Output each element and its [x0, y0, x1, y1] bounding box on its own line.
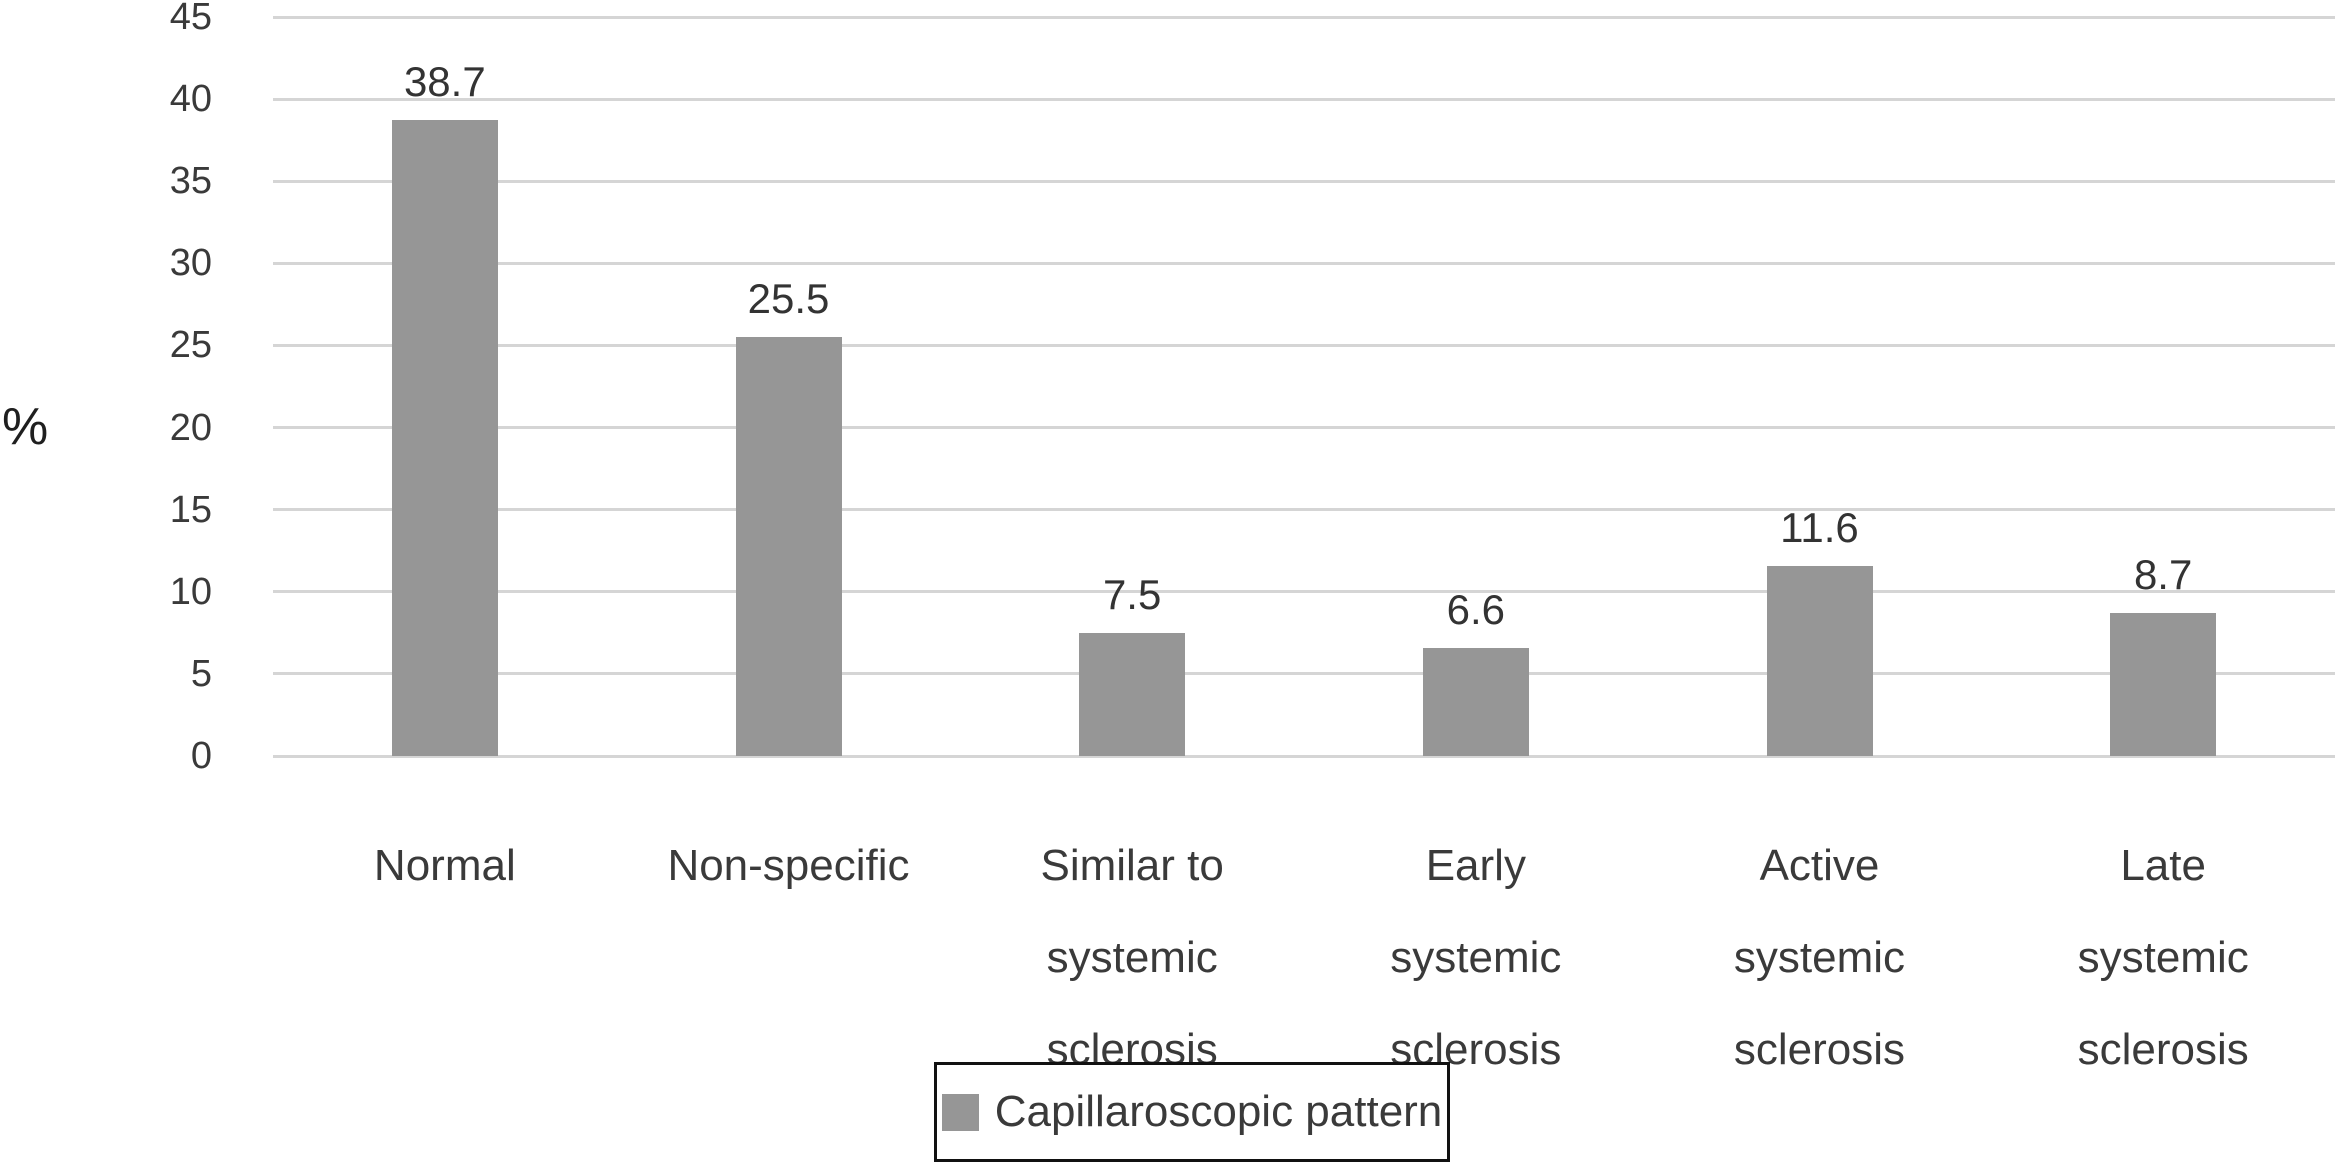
- value-label-5: 8.7: [2133, 551, 2193, 599]
- legend-label: Capillaroscopic pattern: [994, 1087, 1443, 1136]
- x-category-label-4: Active systemic sclerosis: [1733, 841, 1906, 1074]
- y-tick-label-0: 0: [190, 735, 212, 777]
- gridline-5: [273, 672, 2335, 676]
- y-tick-label-45: 45: [169, 0, 212, 38]
- legend-swatch: [941, 1093, 979, 1131]
- value-label-2: 7.5: [1102, 570, 1162, 618]
- y-tick-label-10: 10: [169, 570, 212, 613]
- gridline-20: [273, 426, 2335, 430]
- gridline-0: [273, 754, 2335, 758]
- y-tick-label-40: 40: [169, 78, 212, 121]
- gridline-35: [273, 179, 2335, 183]
- bar-2: [1079, 632, 1186, 756]
- bar-1: [735, 337, 842, 756]
- x-category-label-0: Normal: [373, 841, 516, 890]
- bar-3: [1422, 647, 1529, 756]
- value-label-4: 11.6: [1780, 503, 1859, 551]
- gridline-45: [273, 15, 2335, 19]
- gridline-15: [273, 508, 2335, 512]
- gridline-30: [273, 261, 2335, 265]
- y-tick-label-35: 35: [169, 160, 212, 203]
- y-tick-label-25: 25: [169, 324, 212, 367]
- gridline-25: [273, 343, 2335, 347]
- bar-0: [391, 120, 498, 756]
- value-label-3: 6.6: [1446, 585, 1506, 633]
- gridline-40: [273, 97, 2335, 101]
- x-category-label-5: Late systemic sclerosis: [2077, 841, 2249, 1074]
- x-category-label-2: Similar to systemic sclerosis: [1040, 841, 1224, 1074]
- x-category-label-1: Non-specific: [667, 841, 910, 890]
- x-category-label-3: Early systemic sclerosis: [1390, 841, 1562, 1074]
- legend: Capillaroscopic pattern: [934, 1062, 1450, 1162]
- bar-4: [1766, 565, 1873, 756]
- y-tick-label-30: 30: [169, 242, 212, 285]
- gridline-10: [273, 590, 2335, 594]
- y-axis-label: %: [2, 398, 49, 456]
- y-tick-label-15: 15: [169, 488, 212, 531]
- bar-5: [2110, 613, 2217, 756]
- y-tick-label-20: 20: [169, 406, 212, 449]
- y-tick-label-5: 5: [190, 652, 212, 695]
- value-label-0: 38.7: [403, 58, 486, 106]
- value-label-1: 25.5: [747, 275, 830, 323]
